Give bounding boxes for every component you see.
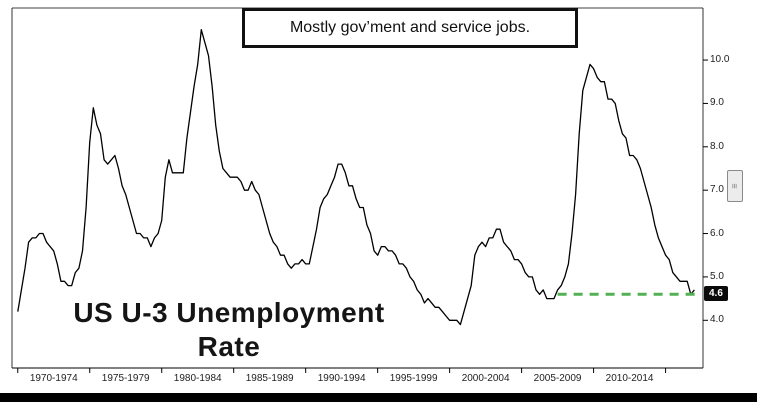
chart-title: US U-3 Unemployment Rate xyxy=(38,296,420,363)
annotation-box: Mostly gov’ment and service jobs. xyxy=(242,8,578,48)
unemployment-line xyxy=(17,29,695,326)
x-axis-label: 1970-1974 xyxy=(29,373,78,384)
y-axis-label: 5.0 xyxy=(710,270,724,282)
chart-title-line2: Rate xyxy=(197,330,261,362)
y-axis-label: 4.0 xyxy=(710,314,724,326)
bottom-bar xyxy=(0,393,757,402)
x-axis-label: 2000-2004 xyxy=(461,373,510,384)
x-axis-label: 1990-1994 xyxy=(317,373,366,384)
x-axis-label: 1985-1989 xyxy=(245,373,294,384)
x-axis-label: 2010-2014 xyxy=(605,373,654,384)
x-axis-label: 1980-1984 xyxy=(173,373,222,384)
axis-scroll-handle[interactable]: ≡ xyxy=(727,170,743,202)
y-axis-label: 6.0 xyxy=(710,227,724,239)
y-axis-label: 10.0 xyxy=(710,54,730,66)
y-axis-label: 7.0 xyxy=(710,184,724,196)
y-axis-label: 9.0 xyxy=(710,97,724,109)
x-axis-label: 2005-2009 xyxy=(533,373,582,384)
x-axis-label: 1995-1999 xyxy=(389,373,438,384)
annotation-text: Mostly gov’ment and service jobs. xyxy=(289,19,531,36)
x-axis-label: 1975-1979 xyxy=(101,373,150,384)
chart-title-line1: US U-3 Unemployment xyxy=(73,297,385,328)
grip-icon: ≡ xyxy=(729,183,740,189)
y-axis-label: 8.0 xyxy=(710,140,724,152)
reference-value-badge: 4.6 xyxy=(704,286,728,302)
